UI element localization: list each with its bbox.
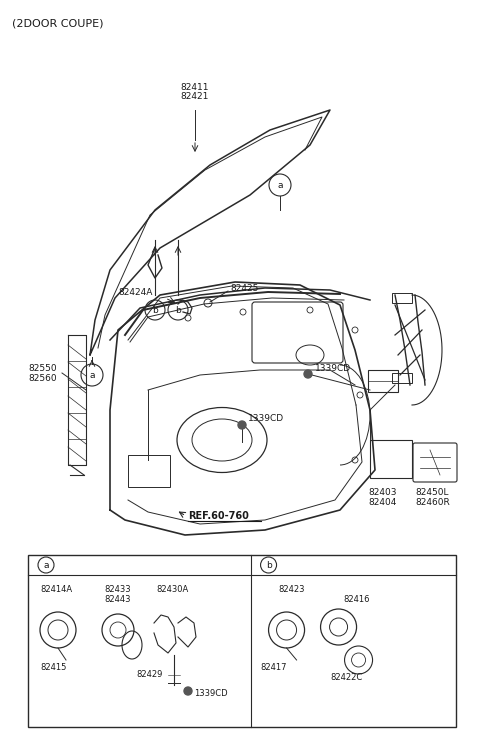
Text: a: a bbox=[89, 371, 95, 380]
Text: a: a bbox=[277, 181, 283, 189]
Text: REF.60-760: REF.60-760 bbox=[188, 511, 249, 521]
Text: 82415: 82415 bbox=[40, 663, 66, 672]
Text: 82433: 82433 bbox=[104, 585, 131, 594]
Text: (2DOOR COUPE): (2DOOR COUPE) bbox=[12, 18, 104, 28]
Bar bbox=[392, 373, 412, 383]
Bar bbox=[368, 370, 398, 392]
Text: b: b bbox=[266, 561, 271, 570]
Text: 82424A: 82424A bbox=[118, 287, 152, 296]
Text: 82414A: 82414A bbox=[40, 585, 72, 594]
Text: 82416: 82416 bbox=[344, 595, 370, 604]
Circle shape bbox=[304, 370, 312, 378]
Text: 82425: 82425 bbox=[230, 284, 258, 293]
Text: 82417: 82417 bbox=[261, 663, 287, 672]
Text: 82550: 82550 bbox=[28, 363, 57, 372]
Text: b: b bbox=[175, 306, 181, 315]
Text: 82422C: 82422C bbox=[331, 673, 363, 682]
Text: 82460R: 82460R bbox=[415, 498, 450, 507]
Text: 1339CD: 1339CD bbox=[315, 363, 351, 372]
Text: 82423: 82423 bbox=[278, 585, 305, 594]
Text: 82443: 82443 bbox=[104, 595, 131, 604]
Bar bbox=[128, 455, 170, 487]
Text: 82411: 82411 bbox=[181, 83, 209, 92]
Bar bbox=[28, 555, 456, 727]
Text: a: a bbox=[43, 561, 49, 570]
Circle shape bbox=[238, 421, 246, 429]
Text: 82560: 82560 bbox=[28, 374, 57, 383]
Text: b: b bbox=[152, 306, 158, 315]
Text: 1339CD: 1339CD bbox=[248, 413, 284, 422]
Text: 82429: 82429 bbox=[136, 670, 162, 679]
Text: 82430A: 82430A bbox=[156, 585, 188, 594]
Text: 82421: 82421 bbox=[181, 92, 209, 101]
Text: 82404: 82404 bbox=[368, 498, 396, 507]
Text: 1339CD: 1339CD bbox=[194, 689, 228, 698]
Text: 82450L: 82450L bbox=[415, 488, 448, 497]
Bar bbox=[370, 440, 412, 478]
Text: 82403: 82403 bbox=[368, 488, 396, 497]
Bar bbox=[392, 293, 412, 303]
Circle shape bbox=[184, 687, 192, 695]
